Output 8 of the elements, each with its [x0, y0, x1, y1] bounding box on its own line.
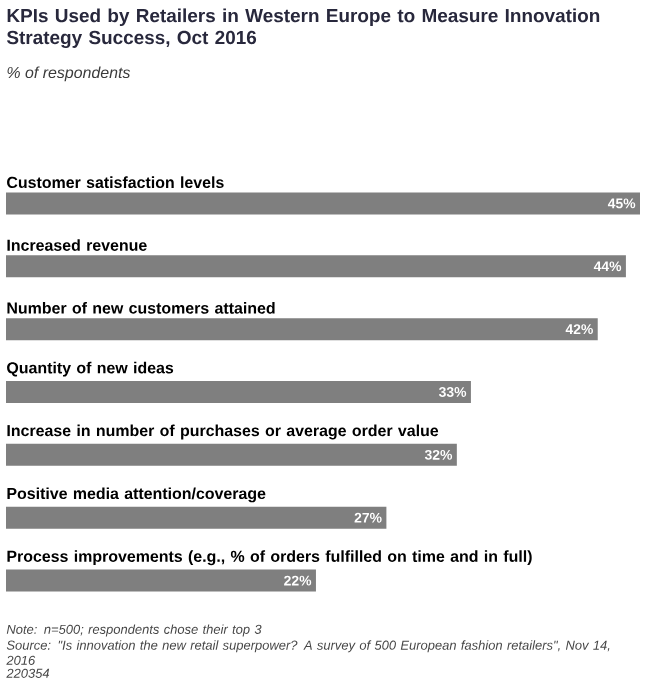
- bar: [6, 255, 626, 278]
- bar: [6, 443, 457, 466]
- bar: [6, 506, 387, 529]
- bar: [6, 318, 598, 341]
- bar: [6, 381, 471, 404]
- chart-title: KPIs Used by Retailers in Western Europe to Measure Innovation Strategy Success, Oct 2016: [6, 8, 600, 49]
- bar: [6, 192, 640, 215]
- bar: [6, 569, 316, 592]
